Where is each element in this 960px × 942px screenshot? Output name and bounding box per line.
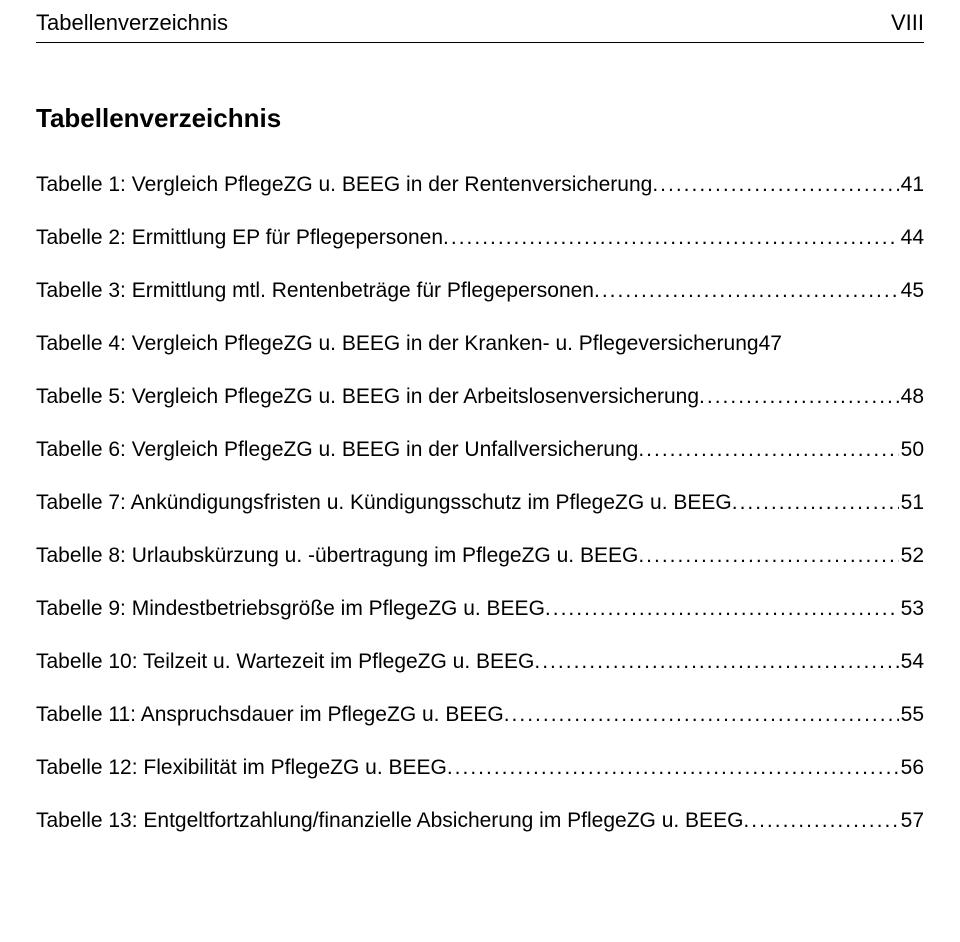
toc-entry-page: 47 — [759, 333, 782, 354]
toc-entry-page: 44 — [899, 227, 924, 248]
toc-dot-leader — [594, 280, 899, 301]
toc-dot-leader — [638, 439, 898, 460]
toc-entry-label: Tabelle 4: Vergleich PflegeZG u. BEEG in… — [36, 333, 759, 354]
toc-dot-leader — [652, 174, 898, 195]
toc-entry-page: 52 — [899, 545, 924, 566]
toc-dot-leader — [638, 545, 898, 566]
toc-dot-leader — [743, 810, 898, 831]
toc-entry: Tabelle 9: Mindestbetriebsgröße im Pfleg… — [36, 598, 924, 619]
header-right: VIII — [891, 10, 924, 36]
toc-entry: Tabelle 11: Anspruchsdauer im PflegeZG u… — [36, 704, 924, 725]
toc-entry-label: Tabelle 13: Entgeltfortzahlung/finanziel… — [36, 810, 743, 831]
toc-dot-leader — [732, 492, 899, 513]
toc-entry-page: 51 — [899, 492, 924, 513]
toc-entry-page: 57 — [899, 810, 924, 831]
toc-entry: Tabelle 4: Vergleich PflegeZG u. BEEG in… — [36, 333, 924, 354]
toc-entry-label: Tabelle 9: Mindestbetriebsgröße im Pfleg… — [36, 598, 545, 619]
toc-dot-leader — [699, 386, 899, 407]
toc-entry-label: Tabelle 11: Anspruchsdauer im PflegeZG u… — [36, 704, 504, 725]
toc-entry-label: Tabelle 7: Ankündigungsfristen u. Kündig… — [36, 492, 732, 513]
toc-entry-page: 56 — [899, 757, 924, 778]
toc-entry-page: 41 — [899, 174, 924, 195]
toc-entry-page: 53 — [899, 598, 924, 619]
toc-entry: Tabelle 2: Ermittlung EP für Pflegeperso… — [36, 227, 924, 248]
toc-entry-label: Tabelle 6: Vergleich PflegeZG u. BEEG in… — [36, 439, 638, 460]
toc-entry: Tabelle 3: Ermittlung mtl. Rentenbeträge… — [36, 280, 924, 301]
toc-dot-leader — [447, 757, 899, 778]
toc-dot-leader — [545, 598, 899, 619]
toc-entry: Tabelle 1: Vergleich PflegeZG u. BEEG in… — [36, 174, 924, 195]
toc-dot-leader — [443, 227, 899, 248]
toc-entry: Tabelle 8: Urlaubskürzung u. -übertragun… — [36, 545, 924, 566]
toc-dot-leader — [534, 651, 898, 672]
toc-entry: Tabelle 13: Entgeltfortzahlung/finanziel… — [36, 810, 924, 831]
toc-entry-label: Tabelle 5: Vergleich PflegeZG u. BEEG in… — [36, 386, 699, 407]
toc-entry: Tabelle 6: Vergleich PflegeZG u. BEEG in… — [36, 439, 924, 460]
section-title: Tabellenverzeichnis — [36, 103, 924, 134]
toc-entry-label: Tabelle 8: Urlaubskürzung u. -übertragun… — [36, 545, 638, 566]
page-header: Tabellenverzeichnis VIII — [36, 10, 924, 43]
toc-entry: Tabelle 7: Ankündigungsfristen u. Kündig… — [36, 492, 924, 513]
toc-entry-page: 45 — [899, 280, 924, 301]
toc-entry-page: 50 — [899, 439, 924, 460]
toc-entry-label: Tabelle 2: Ermittlung EP für Pflegeperso… — [36, 227, 443, 248]
table-of-contents: Tabelle 1: Vergleich PflegeZG u. BEEG in… — [36, 174, 924, 831]
page: Tabellenverzeichnis VIII Tabellenverzeic… — [0, 0, 960, 903]
toc-entry: Tabelle 10: Teilzeit u. Wartezeit im Pfl… — [36, 651, 924, 672]
toc-entry-page: 54 — [899, 651, 924, 672]
toc-entry: Tabelle 5: Vergleich PflegeZG u. BEEG in… — [36, 386, 924, 407]
toc-dot-leader — [504, 704, 899, 725]
toc-entry-label: Tabelle 1: Vergleich PflegeZG u. BEEG in… — [36, 174, 652, 195]
toc-entry-label: Tabelle 10: Teilzeit u. Wartezeit im Pfl… — [36, 651, 534, 672]
toc-entry: Tabelle 12: Flexibilität im PflegeZG u. … — [36, 757, 924, 778]
toc-entry-label: Tabelle 3: Ermittlung mtl. Rentenbeträge… — [36, 280, 594, 301]
header-left: Tabellenverzeichnis — [36, 10, 228, 36]
toc-entry-page: 48 — [899, 386, 924, 407]
toc-entry-page: 55 — [899, 704, 924, 725]
toc-entry-label: Tabelle 12: Flexibilität im PflegeZG u. … — [36, 757, 447, 778]
